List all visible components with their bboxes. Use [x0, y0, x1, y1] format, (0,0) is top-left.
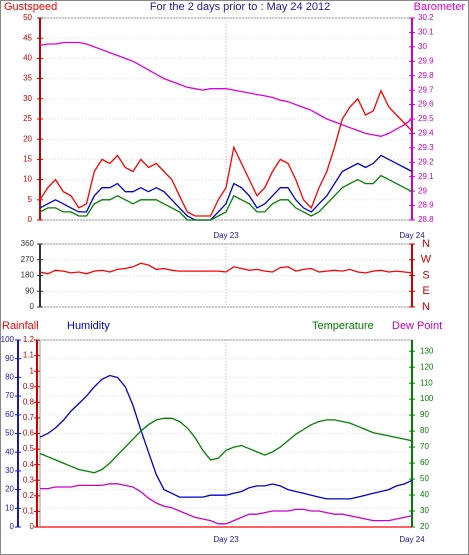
y-tick-label: 0 [30, 302, 35, 311]
y-tick-label: 30 [418, 42, 427, 51]
y-tick-label: 5 [28, 195, 33, 204]
chart-title: For the 2 days prior to : May 24 2012 [150, 1, 330, 13]
y-tick-label: 1.1 [23, 351, 35, 360]
legend-label: Humidity [67, 320, 110, 332]
y-tick-label: 80 [5, 373, 14, 382]
y-tick-label: 29 [418, 186, 427, 195]
y-tick-label: 30 [23, 94, 32, 103]
y-tick-label: 29.1 [418, 172, 434, 181]
legend-label: Barometer [414, 1, 466, 13]
y-tick-label: 30.1 [418, 28, 434, 37]
y-tick-label: 29.3 [418, 143, 434, 152]
y-tick-label: 20 [5, 485, 14, 494]
y-tick-label: 15 [23, 155, 32, 164]
y-tick-label: 90 [5, 354, 14, 363]
y-tick-label: S [422, 269, 429, 281]
y-tick-label: 29.2 [418, 157, 434, 166]
y-tick-label: 50 [5, 429, 14, 438]
y-tick-label: 29.4 [418, 129, 434, 138]
y-tick-label: 100 [1, 335, 15, 344]
legend-label: Dew Point [392, 320, 442, 332]
y-tick-label: 40 [5, 447, 14, 456]
y-tick-label: 30 [5, 466, 14, 475]
y-tick-label: 50 [23, 13, 32, 22]
series-line [39, 262, 413, 275]
y-tick-label: 30.2 [418, 13, 434, 22]
y-tick-label: 20 [23, 134, 32, 143]
y-tick-label: 0.3 [23, 475, 35, 484]
legend-label: Gustspeed [4, 1, 57, 13]
y-tick-label: 360 [21, 239, 35, 248]
y-tick-label: 60 [5, 410, 14, 419]
y-tick-label: 40 [420, 490, 429, 499]
y-tick-label: 10 [5, 503, 14, 512]
series-line [39, 154, 413, 221]
y-tick-label: 90 [25, 286, 34, 295]
y-tick-label: 29.8 [418, 71, 434, 80]
series-line [40, 483, 413, 525]
y-tick-label: 0.1 [23, 507, 35, 516]
y-tick-label: 0 [28, 215, 33, 224]
y-tick-label: 40 [23, 54, 32, 63]
y-tick-label: E [422, 285, 429, 297]
y-tick-label: 0 [30, 522, 35, 531]
series-line [39, 89, 413, 217]
y-tick-label: 1 [30, 366, 35, 375]
x-tick-label: Day 24 [399, 535, 425, 544]
y-tick-label: 0.2 [23, 491, 35, 500]
y-tick-label: 28.8 [418, 215, 434, 224]
series-line [39, 417, 413, 474]
legend-label: Rainfall [2, 320, 39, 332]
y-tick-label: 120 [420, 362, 434, 371]
legend-label: Temperature [312, 320, 374, 332]
y-tick-label: 270 [21, 255, 35, 264]
y-tick-label: 29.5 [418, 114, 434, 123]
y-tick-label: 0.5 [23, 444, 35, 453]
x-tick-label: Day 24 [399, 231, 425, 240]
y-tick-label: 0 [10, 522, 15, 531]
y-tick-label: 25 [23, 114, 32, 123]
y-tick-label: N [422, 238, 430, 250]
series-line [39, 374, 413, 500]
y-tick-label: 30 [420, 506, 429, 515]
y-tick-label: 1.2 [23, 335, 35, 344]
y-tick-label: 29.6 [418, 100, 434, 109]
y-tick-label: 0.4 [23, 460, 35, 469]
y-tick-label: 29.9 [418, 56, 434, 65]
y-tick-label: 0.7 [23, 413, 35, 422]
y-tick-label: 90 [420, 410, 429, 419]
y-tick-label: 100 [420, 394, 434, 403]
y-tick-label: 10 [23, 175, 32, 184]
y-tick-label: 80 [420, 426, 429, 435]
y-tick-label: 70 [420, 442, 429, 451]
x-tick-label: Day 23 [213, 231, 239, 240]
y-tick-label: 180 [21, 271, 35, 280]
series-line [39, 41, 413, 137]
y-tick-label: 0.8 [23, 397, 35, 406]
y-tick-label: 35 [23, 74, 32, 83]
y-tick-label: 50 [420, 474, 429, 483]
y-tick-label: 0.9 [23, 382, 35, 391]
y-tick-label: 45 [23, 33, 32, 42]
series-line [39, 174, 413, 221]
y-tick-label: 29.7 [418, 85, 434, 94]
y-tick-label: W [421, 254, 432, 266]
y-tick-label: 130 [420, 346, 434, 355]
y-tick-label: N [422, 301, 430, 313]
y-tick-label: 0.6 [23, 429, 35, 438]
y-tick-label: 20 [420, 522, 429, 531]
y-tick-label: 70 [5, 391, 14, 400]
y-tick-label: 60 [420, 458, 429, 467]
y-tick-label: 110 [420, 378, 433, 387]
y-tick-label: 28.9 [418, 201, 434, 210]
x-tick-label: Day 23 [213, 535, 239, 544]
